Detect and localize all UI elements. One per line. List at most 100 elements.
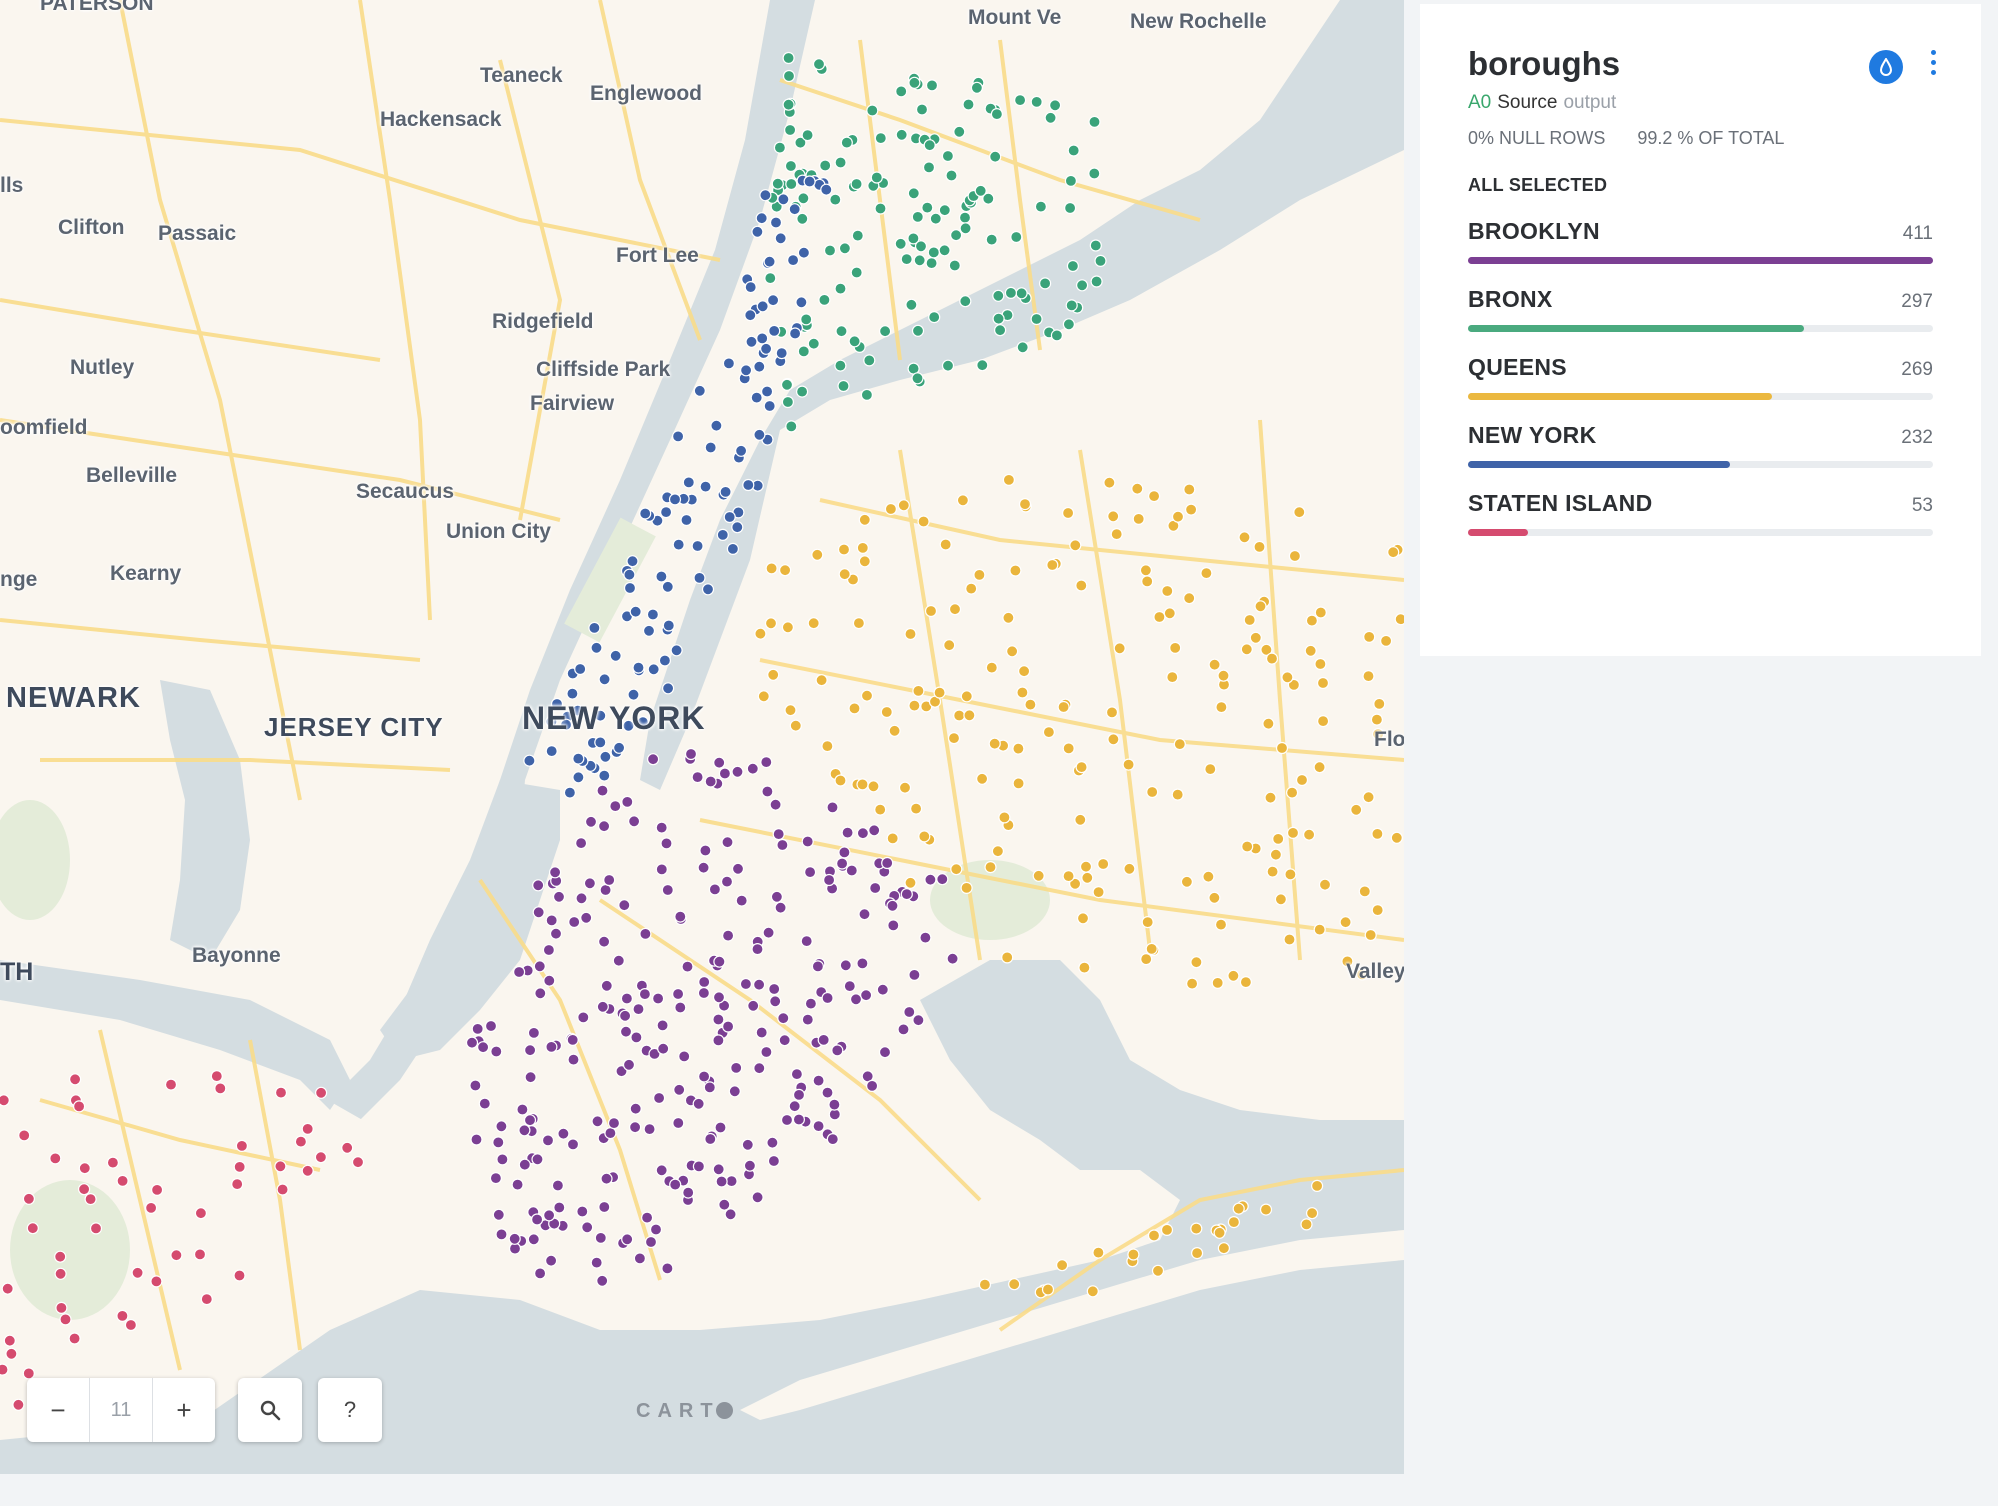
place-label: Secaucus — [356, 480, 455, 503]
borough-point — [648, 1047, 661, 1061]
borough-point — [1239, 975, 1253, 989]
borough-point — [5, 1347, 18, 1360]
borough-point — [766, 294, 780, 307]
borough-point — [900, 887, 913, 901]
borough-point — [760, 755, 773, 769]
borough-point — [759, 342, 773, 355]
borough-point — [925, 257, 938, 270]
borough-point — [598, 769, 611, 782]
borough-point — [936, 873, 949, 886]
borough-point — [716, 528, 729, 542]
category-list: BROOKLYN 411 BRONX 297 QUEENS 269 NEW YORK 232 S… — [1468, 218, 1933, 536]
borough-point — [984, 860, 997, 874]
category-item[interactable]: BRONX 297 — [1468, 286, 1933, 332]
borough-point — [1062, 869, 1075, 883]
borough-point — [948, 603, 962, 616]
magnifier-icon — [238, 1378, 302, 1442]
help-button[interactable]: ? — [318, 1378, 382, 1442]
category-item[interactable]: NEW YORK 232 — [1468, 422, 1933, 468]
borough-point — [1030, 312, 1043, 326]
borough-point — [754, 627, 767, 640]
widget-stats: 0% NULL ROWS 99.2 % OF TOTAL — [1468, 128, 1933, 149]
borough-point — [834, 359, 847, 372]
borough-point — [788, 327, 802, 340]
borough-point — [723, 510, 736, 524]
borough-point — [150, 1275, 163, 1288]
borough-point — [672, 1116, 685, 1130]
borough-point — [516, 1103, 529, 1116]
borough-point — [912, 1014, 925, 1027]
borough-point — [714, 1121, 727, 1134]
borough-point — [557, 1127, 570, 1140]
borough-point — [712, 1013, 725, 1026]
borough-point — [682, 1186, 695, 1199]
borough-point — [214, 1082, 227, 1095]
borough-point — [743, 1159, 757, 1172]
borough-point — [1232, 1202, 1245, 1215]
borough-point — [551, 1179, 565, 1192]
category-item[interactable]: QUEENS 269 — [1468, 354, 1933, 400]
borough-point — [1147, 490, 1161, 503]
borough-point — [618, 899, 631, 912]
borough-point — [78, 1162, 91, 1175]
borough-point — [894, 237, 907, 250]
borough-point — [712, 991, 726, 1004]
borough-point — [607, 1116, 621, 1130]
borough-point — [828, 1098, 841, 1111]
borough-point — [985, 233, 998, 246]
borough-point — [550, 697, 564, 711]
borough-point — [527, 1233, 540, 1246]
borough-point — [1094, 254, 1107, 267]
borough-point — [640, 1211, 654, 1224]
borough-point — [1107, 510, 1120, 523]
category-bar-track — [1468, 393, 1933, 400]
borough-point — [626, 555, 639, 568]
borough-point — [982, 192, 995, 205]
borough-point — [796, 212, 809, 225]
borough-point — [780, 378, 794, 391]
borough-point — [1217, 669, 1230, 682]
borough-point — [763, 255, 776, 268]
borough-point — [1362, 669, 1375, 683]
borough-point — [1295, 773, 1309, 787]
borough-point — [572, 752, 585, 765]
borough-point — [1371, 827, 1384, 841]
borough-point — [193, 1248, 207, 1261]
borough-point — [1092, 885, 1105, 899]
borough-point — [780, 1113, 794, 1127]
borough-point — [908, 76, 921, 89]
search-button[interactable] — [238, 1378, 302, 1442]
category-item[interactable]: BROOKLYN 411 — [1468, 218, 1933, 264]
map-canvas[interactable]: PATERSON Mount Ve New Rochelle Teaneck E… — [0, 0, 1404, 1474]
borough-point — [638, 987, 652, 1001]
borough-point — [782, 69, 796, 83]
place-label: Belleville — [86, 464, 178, 487]
borough-point — [797, 246, 811, 259]
borough-point — [959, 222, 972, 235]
borough-point — [1316, 676, 1330, 690]
borough-point — [1213, 1226, 1226, 1239]
zoom-out-button[interactable]: − — [50, 1394, 66, 1425]
place-label: Ridgefield — [492, 310, 594, 333]
droplet-icon[interactable] — [1869, 50, 1903, 84]
borough-point — [623, 581, 637, 595]
park-area — [0, 800, 70, 920]
borough-point — [1339, 916, 1352, 929]
help-label: ? — [343, 1397, 357, 1422]
borough-point — [632, 1002, 645, 1016]
borough-point — [845, 864, 858, 877]
borough-point — [495, 1228, 508, 1241]
category-item[interactable]: STATEN ISLAND 53 — [1468, 490, 1933, 536]
category-bar-track — [1468, 257, 1933, 264]
borough-point — [597, 820, 611, 833]
borough-point — [769, 798, 782, 811]
borough-point — [523, 1114, 537, 1127]
borough-point — [301, 1164, 314, 1177]
borough-point — [680, 513, 693, 527]
vertical-dots-icon[interactable] — [1931, 50, 1937, 80]
zoom-in-button[interactable]: + — [176, 1394, 192, 1425]
borough-point — [588, 621, 601, 635]
borough-point — [1316, 714, 1330, 728]
borough-point — [542, 943, 556, 957]
borough-point — [741, 1138, 754, 1151]
